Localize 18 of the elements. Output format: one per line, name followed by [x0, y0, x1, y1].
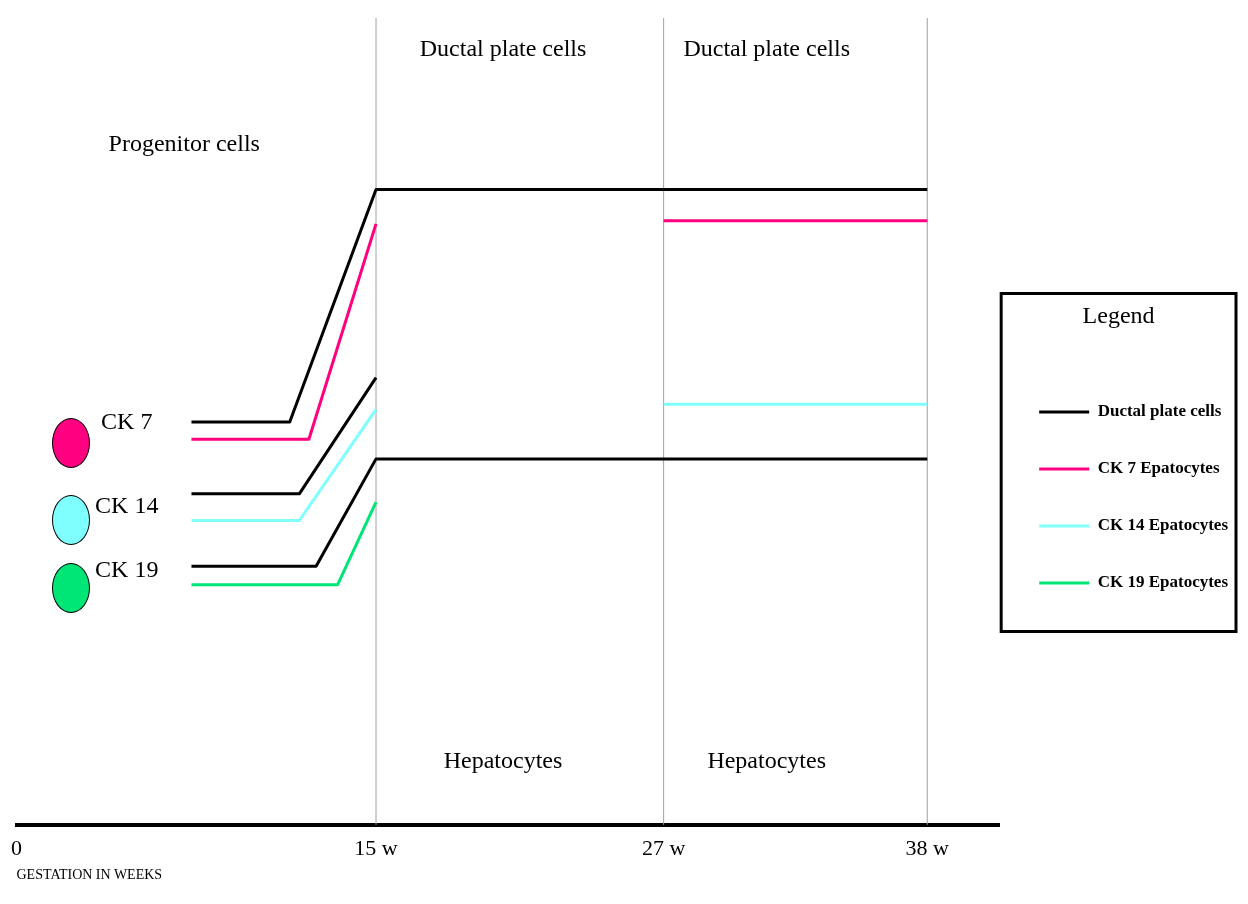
annotation: Hepatocytes — [443, 746, 563, 773]
annotation: CK 14 — [95, 492, 159, 519]
legend-title: Legend — [1082, 301, 1155, 328]
legend-label: CK 7 Epatocytes — [1097, 458, 1220, 478]
text: Progenitor cells — [108, 130, 260, 157]
text: Ductal plate cells — [419, 35, 587, 62]
legend-label: CK 14 Epatocytes — [1097, 515, 1229, 535]
x-tick-label: 38 w — [905, 834, 950, 860]
x-tick-label: 0 — [11, 834, 22, 860]
annotation: CK 7 — [101, 407, 153, 434]
legend-label: CK 19 Epatocytes — [1097, 572, 1229, 592]
annotation: CK 19 — [95, 555, 159, 582]
x-axis-title: GESTATION IN WEEKS — [16, 867, 163, 883]
text: Ductal plate cells — [683, 35, 850, 62]
legend-label: Ductal plate cells — [1097, 401, 1222, 421]
annotation: Hepatocytes — [707, 746, 826, 773]
x-tick-label: 27 w — [641, 834, 686, 860]
x-tick-label: 15 w — [354, 834, 398, 860]
